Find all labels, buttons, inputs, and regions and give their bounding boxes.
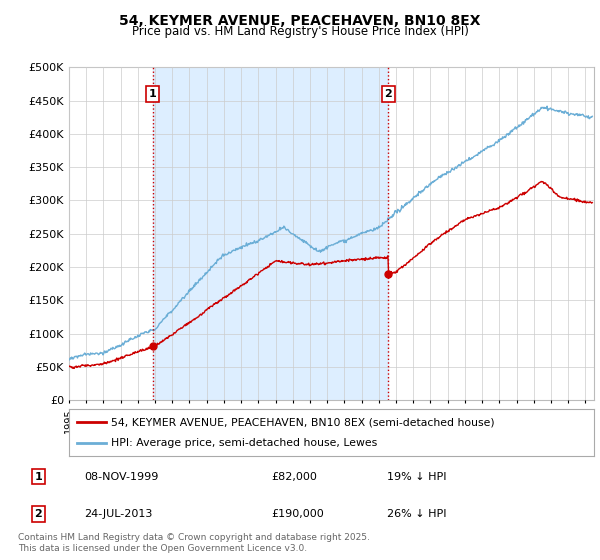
Text: 1: 1	[34, 472, 42, 482]
Text: £190,000: £190,000	[271, 509, 324, 519]
Text: Price paid vs. HM Land Registry's House Price Index (HPI): Price paid vs. HM Land Registry's House …	[131, 25, 469, 38]
Text: £82,000: £82,000	[271, 472, 317, 482]
Text: 2: 2	[385, 89, 392, 99]
Text: 1: 1	[149, 89, 157, 99]
Text: 2: 2	[34, 509, 42, 519]
Text: HPI: Average price, semi-detached house, Lewes: HPI: Average price, semi-detached house,…	[111, 438, 377, 448]
Text: Contains HM Land Registry data © Crown copyright and database right 2025.
This d: Contains HM Land Registry data © Crown c…	[18, 533, 370, 553]
Text: 19% ↓ HPI: 19% ↓ HPI	[386, 472, 446, 482]
Text: 24-JUL-2013: 24-JUL-2013	[84, 509, 152, 519]
Bar	[152, 67, 388, 400]
Text: 26% ↓ HPI: 26% ↓ HPI	[386, 509, 446, 519]
Text: 54, KEYMER AVENUE, PEACEHAVEN, BN10 8EX: 54, KEYMER AVENUE, PEACEHAVEN, BN10 8EX	[119, 14, 481, 28]
Text: 54, KEYMER AVENUE, PEACEHAVEN, BN10 8EX (semi-detached house): 54, KEYMER AVENUE, PEACEHAVEN, BN10 8EX …	[111, 417, 494, 427]
Text: 08-NOV-1999: 08-NOV-1999	[84, 472, 158, 482]
